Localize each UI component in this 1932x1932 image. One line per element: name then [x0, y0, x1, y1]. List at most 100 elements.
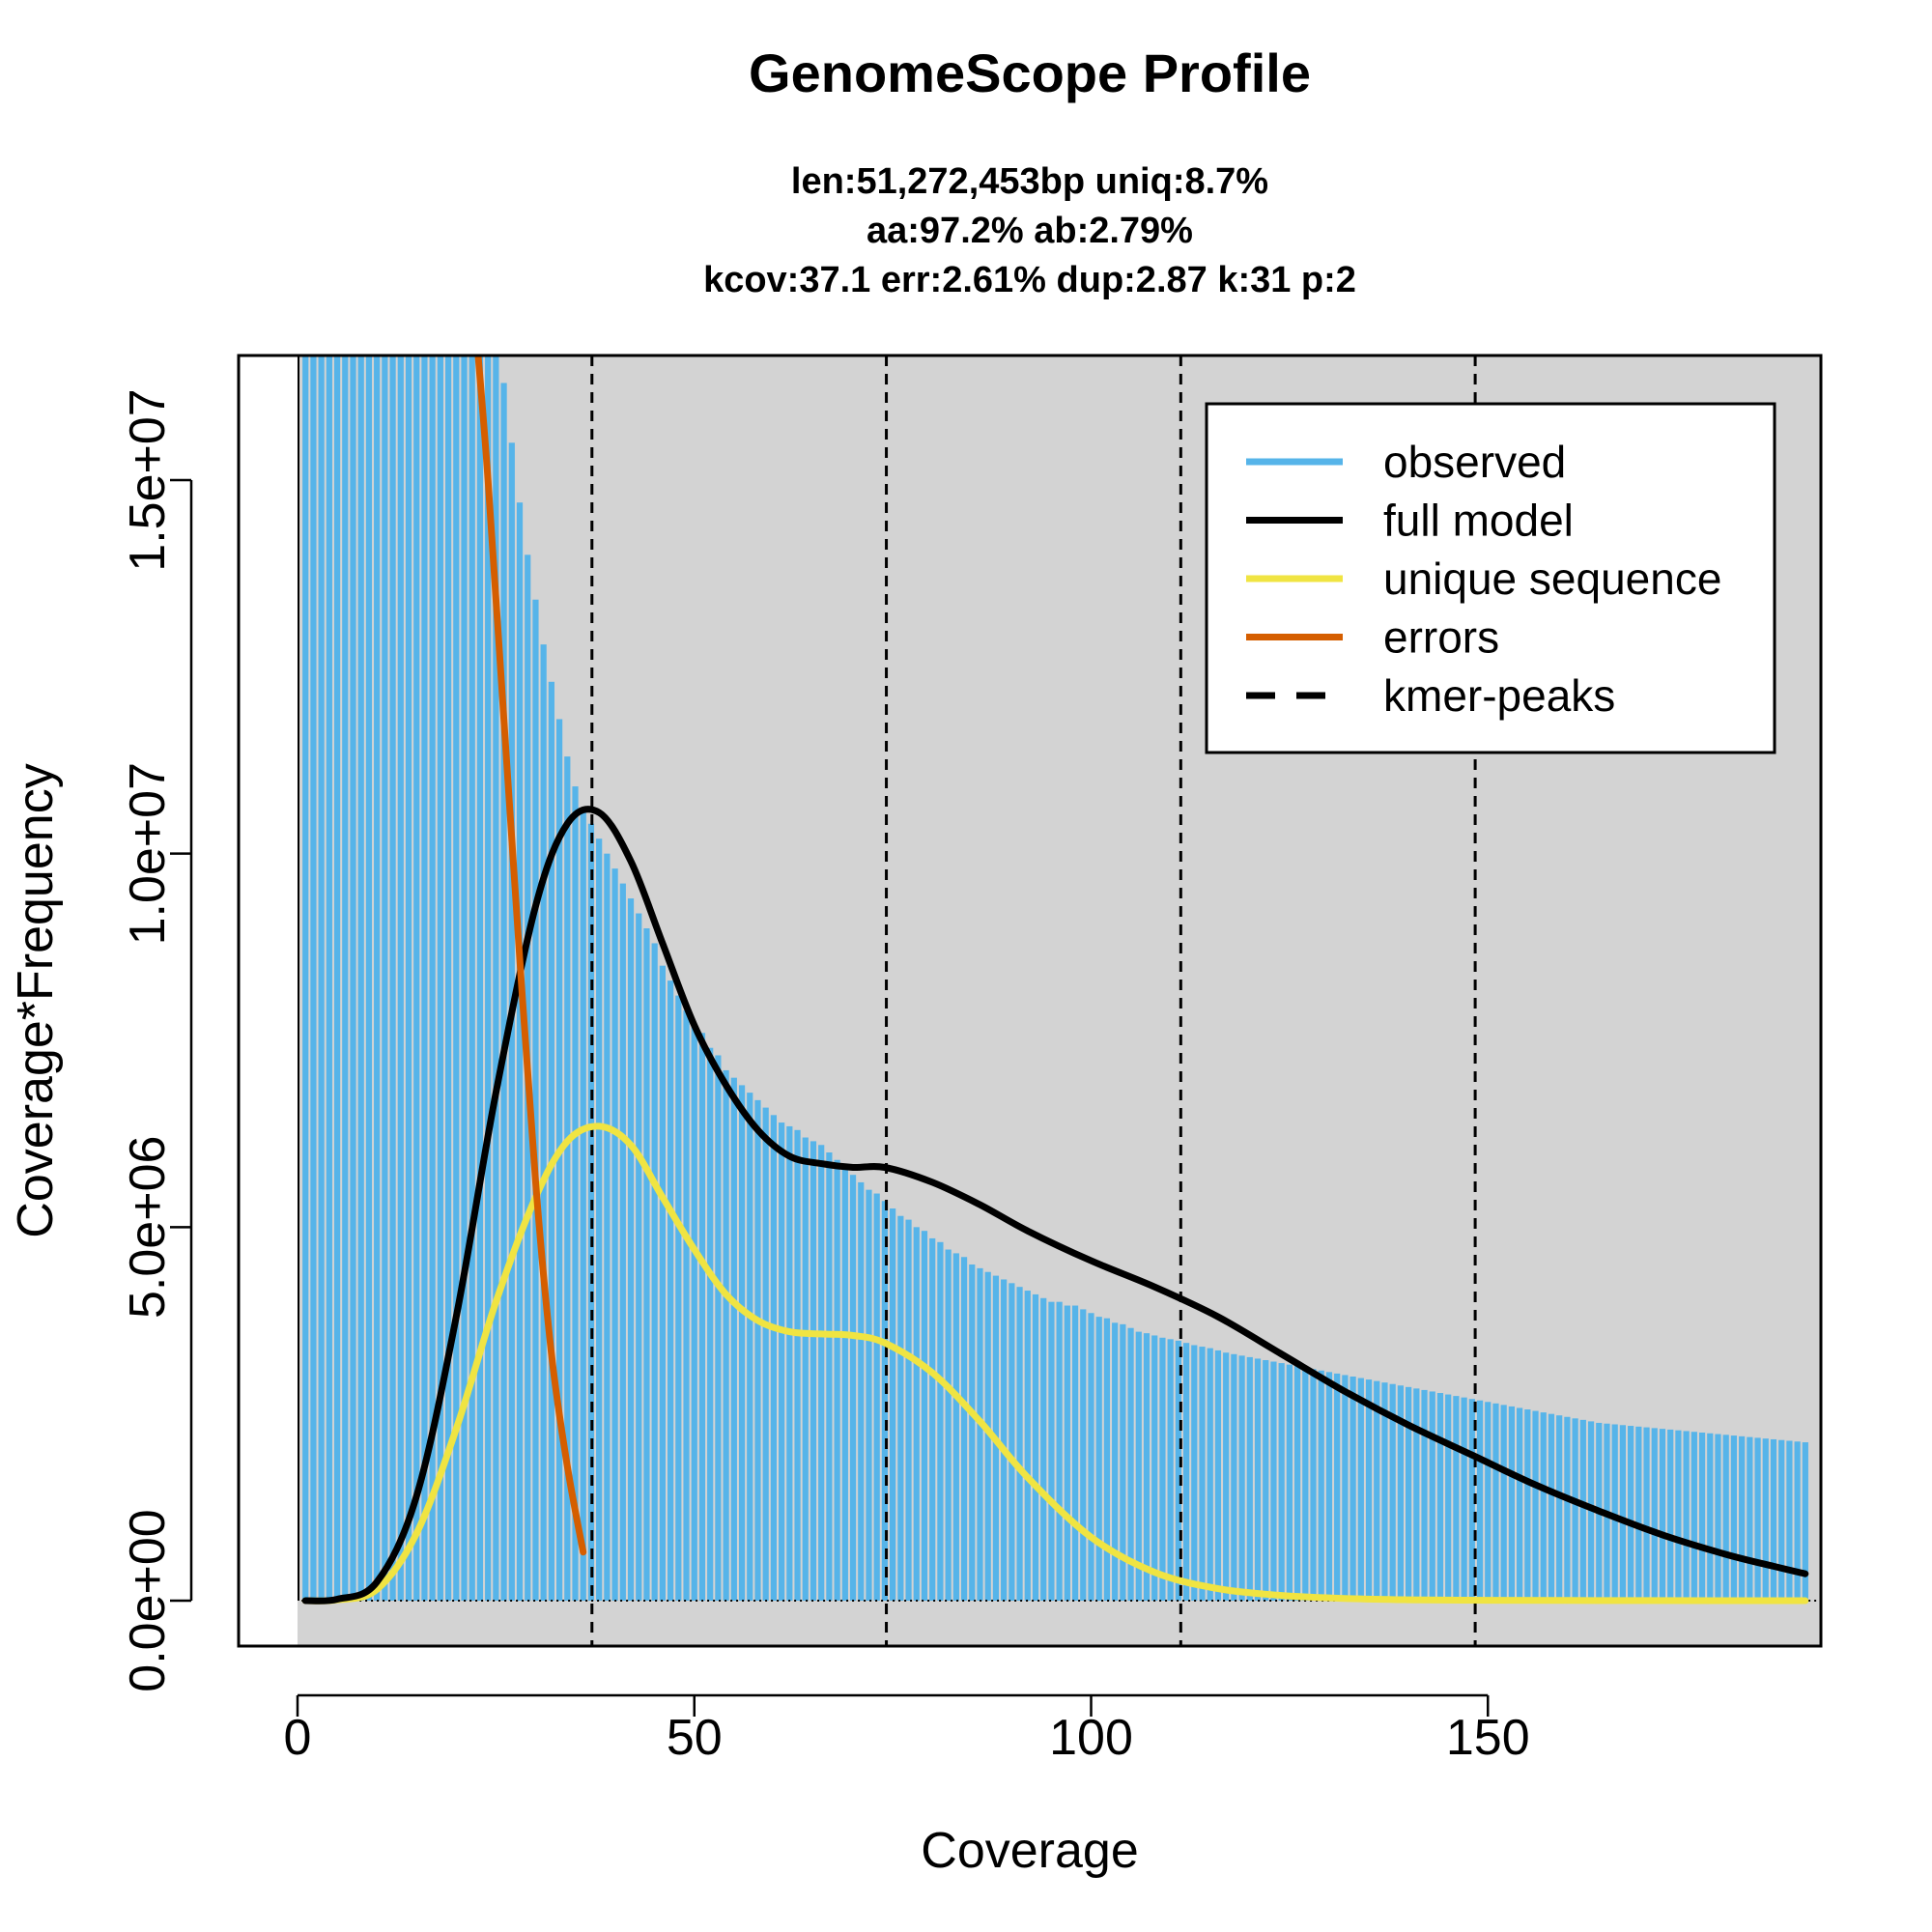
observed-bar [969, 1264, 976, 1601]
observed-bar [1357, 1378, 1364, 1601]
observed-bar [1794, 1441, 1801, 1601]
observed-bars [298, 355, 1821, 1602]
legend-label: observed [1383, 437, 1566, 487]
unique-sequence-line [301, 1122, 1809, 1605]
chart-subtitle-line-2: aa:97.2% ab:2.79% [867, 211, 1193, 251]
observed-bar [1659, 1429, 1666, 1601]
observed-bar [929, 1237, 936, 1601]
observed-bar [1747, 1436, 1753, 1601]
observed-bar [747, 1093, 753, 1601]
observed-bar [960, 1257, 968, 1601]
observed-bar [556, 719, 563, 1601]
x-tick-label: 50 [667, 1710, 723, 1766]
observed-bar [1611, 1424, 1618, 1601]
observed-bar [1690, 1432, 1697, 1601]
chart-subtitle-line-3: kcov:37.1 err:2.61% dup:2.87 k:31 p:2 [703, 260, 1356, 300]
observed-bar [1619, 1425, 1627, 1601]
observed-bar [1302, 1367, 1309, 1601]
observed-bar [429, 355, 436, 1601]
observed-bar [1016, 1287, 1023, 1601]
observed-bar [841, 1167, 848, 1601]
observed-bar [945, 1249, 952, 1601]
observed-bar [1238, 1355, 1245, 1601]
observed-bar [461, 355, 468, 1601]
observed-bar [1254, 1358, 1262, 1601]
observed-bar [651, 943, 658, 1601]
observed-bar [1492, 1403, 1499, 1601]
observed-bar [485, 355, 492, 1601]
observed-bar [1095, 1317, 1102, 1601]
plot-left-margin [239, 355, 298, 1646]
observed-bar [350, 355, 356, 1601]
observed-bar [500, 383, 507, 1602]
observed-bar [952, 1253, 959, 1601]
observed-bar [1429, 1391, 1435, 1601]
observed-bar [1445, 1394, 1452, 1601]
observed-bar [1127, 1327, 1134, 1601]
observed-bar [1167, 1339, 1174, 1601]
observed-bar [834, 1159, 840, 1601]
observed-bar [1643, 1427, 1650, 1601]
observed-bar [1350, 1377, 1356, 1601]
observed-bar [1739, 1435, 1746, 1601]
observed-bar [905, 1219, 912, 1601]
observed-bar [382, 355, 388, 1601]
observed-bar [1453, 1396, 1460, 1601]
observed-bar [1231, 1353, 1237, 1601]
observed-bar [1517, 1407, 1523, 1601]
full-model-line [301, 806, 1809, 1605]
observed-bar [1683, 1431, 1690, 1601]
observed-bar [1762, 1438, 1769, 1601]
observed-bar [1770, 1438, 1777, 1601]
observed-bar [1071, 1305, 1079, 1601]
observed-bar [310, 355, 317, 1601]
observed-bar [389, 355, 396, 1601]
observed-bar [564, 756, 571, 1601]
observed-bar [1056, 1301, 1063, 1601]
observed-bar [532, 599, 539, 1601]
observed-bar [1374, 1380, 1380, 1601]
observed-bar [683, 1010, 690, 1601]
observed-bar [913, 1227, 920, 1601]
observed-bar [1436, 1393, 1444, 1601]
legend: observed full model unique sequence errors k… [1205, 402, 1776, 754]
observed-bar [596, 838, 603, 1601]
observed-bar [1707, 1433, 1714, 1601]
observed-bar [1278, 1363, 1285, 1601]
observed-bar [1548, 1413, 1555, 1601]
observed-bar [469, 355, 475, 1601]
y-tick-label: 0.0e+00 [120, 1509, 176, 1691]
observed-bar [1675, 1430, 1682, 1601]
observed-bar [1406, 1386, 1412, 1601]
observed-bar [1120, 1323, 1126, 1601]
observed-bar [1214, 1350, 1222, 1601]
observed-bar [977, 1267, 983, 1601]
observed-bar [1802, 1442, 1808, 1601]
observed-bar [668, 980, 674, 1601]
observed-bar [1572, 1418, 1578, 1601]
observed-bar [1730, 1435, 1738, 1601]
observed-bar [738, 1085, 746, 1601]
observed-bar [453, 355, 460, 1601]
observed-bar [849, 1175, 857, 1601]
observed-bar [890, 1208, 896, 1601]
observed-bar [1508, 1406, 1515, 1601]
observed-bar [1143, 1333, 1151, 1601]
observed-bar [1524, 1409, 1531, 1601]
observed-bar [698, 1033, 706, 1601]
observed-bar [707, 1047, 714, 1601]
observed-bar [1651, 1428, 1658, 1601]
observed-bar [1342, 1375, 1349, 1601]
observed-bar [302, 355, 309, 1601]
observed-bar [1381, 1382, 1388, 1601]
plot-frame [237, 354, 1823, 1648]
observed-bar [794, 1129, 801, 1601]
x-axis-label: Coverage [921, 1823, 1138, 1879]
observed-bar [715, 1055, 722, 1601]
observed-bar [397, 355, 404, 1601]
y-tick-label: 1.0e+07 [120, 762, 176, 945]
observed-bar [1564, 1416, 1571, 1601]
observed-bar [921, 1231, 928, 1601]
observed-bar [858, 1181, 865, 1601]
observed-bar [476, 355, 484, 1601]
